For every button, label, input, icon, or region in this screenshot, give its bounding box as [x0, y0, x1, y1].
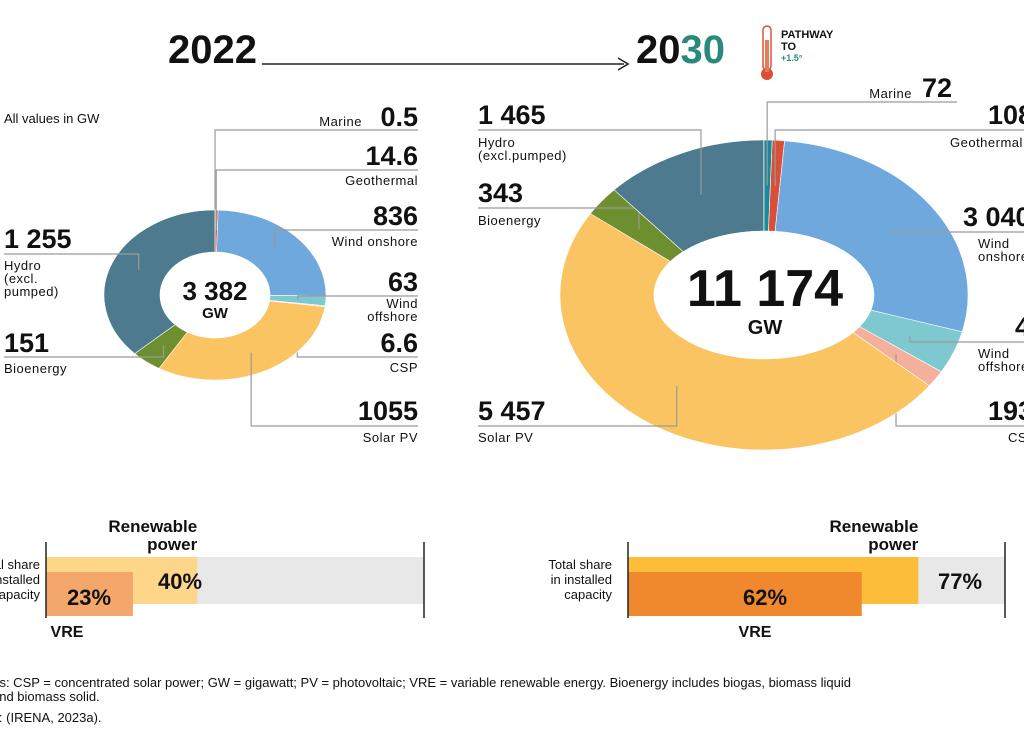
- category-label: CSP: [390, 360, 418, 375]
- leader-line: [215, 169, 418, 232]
- total-label: 3 382: [182, 276, 247, 306]
- vre-bar: [628, 572, 862, 616]
- vre-bar: [46, 572, 133, 616]
- share-label: capacity: [0, 587, 40, 602]
- category-label: Marine: [869, 86, 912, 101]
- value-label: 72: [922, 73, 952, 103]
- donut-hole: [654, 231, 874, 359]
- to-year-a: 20: [636, 28, 681, 72]
- pathway: PATHWAY: [781, 29, 834, 41]
- value-label: 343: [478, 178, 523, 208]
- value-label: 108: [988, 100, 1024, 130]
- bar-title: Renewable: [108, 517, 197, 536]
- leader-line: [766, 101, 957, 186]
- category-label: onshore: [978, 249, 1024, 264]
- leader-line: [214, 129, 418, 231]
- thermometer-fill: [765, 40, 769, 72]
- category-label: CSP: [1008, 430, 1024, 445]
- value-label: 5 457: [478, 396, 546, 426]
- value-label: 1 255: [4, 224, 72, 254]
- leader-line: [274, 229, 418, 251]
- vre-name: VRE: [51, 624, 84, 641]
- leader-line: [297, 295, 418, 300]
- renewable-label: 77%: [938, 569, 982, 594]
- leader-line: [478, 129, 702, 195]
- value-label: 1 465: [478, 100, 546, 130]
- category-label: offshore: [367, 309, 418, 324]
- category-label: offshore: [978, 359, 1024, 374]
- value-label: 1055: [358, 396, 418, 426]
- category-label: Geothermal: [345, 173, 418, 188]
- value-label: 6.6: [380, 328, 418, 358]
- category-label: Wind: [386, 296, 418, 311]
- leader-line: [909, 335, 1024, 343]
- leader-line: [774, 129, 1024, 186]
- total-unit: GW: [202, 305, 229, 322]
- category-label: Bioenergy: [4, 361, 67, 376]
- value-label: 63: [388, 267, 418, 297]
- category-label: Wind onshore: [332, 234, 418, 249]
- vre-label: 23%: [67, 585, 111, 610]
- note-line: and biomass solid.: [0, 689, 100, 704]
- category-label: Bioenergy: [478, 213, 541, 228]
- share-label: Total share: [0, 557, 40, 572]
- leader-line: [250, 352, 418, 427]
- leader-line: [4, 345, 165, 358]
- share-label: capacity: [564, 587, 612, 602]
- pathway-to: TO: [781, 41, 797, 53]
- leader-line: [478, 386, 678, 427]
- category-label: Marine: [319, 114, 362, 129]
- category-label: Solar PV: [478, 430, 533, 445]
- category-label: (excl.pumped): [478, 148, 567, 163]
- share-label: in installed: [0, 572, 40, 587]
- arrow-head: [617, 57, 630, 71]
- value-label: 193: [988, 396, 1024, 426]
- value-label: 14.6: [365, 141, 418, 171]
- target: +1.5°: [781, 53, 803, 63]
- category-label: pumped): [4, 284, 59, 299]
- vre-name: VRE: [739, 624, 772, 641]
- bar-title: power: [868, 535, 918, 554]
- category-label: Solar PV: [363, 430, 418, 445]
- renewable-label: 40%: [158, 569, 202, 594]
- bar-title: Renewable: [829, 517, 918, 536]
- from-year: 2022: [168, 28, 257, 72]
- source: Based on: (IRENA, 2023a).: [0, 710, 102, 725]
- value-label: 0.5: [380, 102, 418, 132]
- to-year-b: 30: [681, 28, 726, 72]
- donut-hole: [160, 252, 270, 338]
- to-year: 2030: [636, 28, 725, 72]
- value-label: 494: [1015, 312, 1024, 342]
- category-label: Wind: [978, 346, 1010, 361]
- share-label: Total share: [548, 557, 612, 572]
- category-label: (excl.: [4, 271, 38, 286]
- category-label: Wind: [978, 236, 1010, 251]
- vre-label: 62%: [743, 585, 787, 610]
- category-label: Geothermal: [950, 135, 1023, 150]
- category-label: Hydro: [478, 135, 515, 150]
- units-note: All values in GW: [4, 111, 100, 126]
- leader-line: [4, 253, 140, 270]
- thermometer-bulb: [761, 68, 773, 80]
- bar-title: power: [147, 535, 197, 554]
- share-label: in installed: [551, 572, 612, 587]
- value-label: 836: [373, 201, 418, 231]
- total-unit: GW: [748, 317, 783, 339]
- value-label: 3 040: [963, 202, 1024, 232]
- category-label: Hydro: [4, 258, 41, 273]
- value-label: 151: [4, 328, 49, 358]
- note-line: Notes: CSP = concentrated solar power; G…: [0, 675, 851, 690]
- total-label: 11 174: [687, 260, 843, 318]
